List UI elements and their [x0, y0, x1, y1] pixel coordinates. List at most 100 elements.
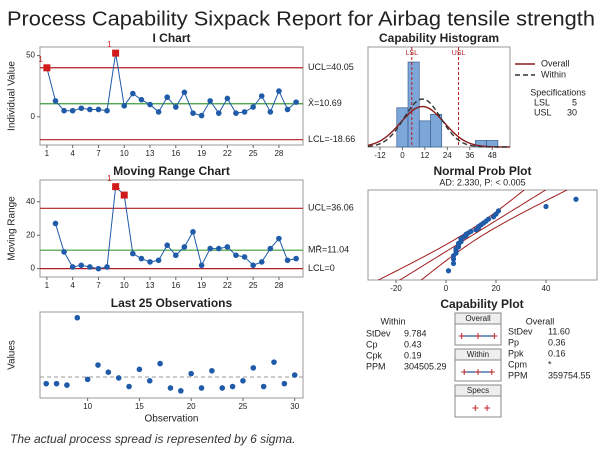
x-tick-label: -20	[390, 284, 402, 293]
data-point	[293, 99, 299, 105]
x-tick-label: 4	[70, 149, 75, 158]
data-point	[147, 101, 153, 108]
data-point	[271, 359, 277, 365]
x-tick-label: 36	[465, 151, 474, 160]
data-point	[250, 262, 256, 269]
control-limit-label: LCL=0	[308, 263, 335, 273]
stat-label: StDev	[508, 326, 533, 336]
data-point	[250, 104, 256, 110]
x-tick-label: 28	[274, 281, 283, 290]
data-point	[240, 378, 246, 384]
data-point	[95, 106, 102, 113]
box-title: Specs	[467, 386, 489, 395]
x-tick-label: 48	[488, 151, 497, 160]
data-point	[147, 259, 153, 265]
box-header	[454, 348, 502, 361]
flag-label: 1	[38, 55, 43, 64]
x-tick-label: 7	[96, 281, 101, 290]
stat-label: StDev	[366, 328, 391, 338]
flag-label: 1	[107, 174, 112, 183]
data-point	[267, 109, 274, 115]
data-point	[78, 105, 85, 112]
box-title: Within	[467, 350, 489, 359]
stat-value: 304505.29	[404, 361, 447, 371]
data-point	[155, 257, 162, 264]
x-tick-label: 16	[171, 281, 180, 290]
x-tick-label: 22	[223, 149, 232, 158]
data-point	[241, 254, 248, 260]
data-point	[284, 106, 291, 113]
x-tick-label: 28	[274, 149, 283, 158]
data-point	[224, 244, 231, 250]
data-point	[543, 203, 549, 210]
report-title: Process Capability Sixpack Report for Ai…	[7, 8, 595, 30]
chart-title: I Chart	[152, 31, 190, 45]
stat-value: *	[548, 359, 552, 369]
control-limit-label: X̄=10.69	[308, 98, 342, 108]
x-tick-label: 13	[146, 281, 155, 290]
x-tick-label: 25	[238, 402, 247, 411]
data-point	[215, 245, 222, 252]
histogram-bar	[418, 120, 431, 148]
stats-title: Within	[380, 316, 405, 326]
footnote: The actual process spread is represented…	[10, 432, 295, 446]
data-point	[188, 370, 194, 377]
data-point	[136, 366, 143, 373]
data-point	[229, 383, 236, 390]
flagged-point	[112, 49, 120, 57]
data-point	[258, 259, 265, 265]
x-tick-label: 22	[223, 281, 232, 290]
y-tick-label: 0	[31, 264, 36, 273]
chart-subtitle: AD: 2.330, P: < 0.005	[439, 177, 525, 187]
legend-label: Within	[541, 69, 566, 79]
data-point	[219, 385, 226, 391]
data-point	[445, 268, 452, 274]
marker-cross	[472, 405, 479, 411]
chart-title: Last 25 Observations	[111, 296, 233, 310]
chart-title: Capability Plot	[440, 297, 523, 311]
x-tick-label: 0	[400, 151, 405, 160]
stat-value: 9.784	[404, 328, 427, 338]
stat-value: 0.16	[548, 348, 566, 358]
data-point	[64, 382, 70, 388]
flag-label: 1	[107, 40, 112, 49]
data-point	[207, 245, 213, 252]
data-point	[276, 235, 282, 242]
box-title: Overall	[465, 314, 491, 323]
data-point	[276, 88, 282, 94]
x-tick-label: 20	[492, 284, 501, 293]
data-point	[241, 109, 248, 115]
histogram-bar	[396, 107, 409, 148]
data-point	[178, 388, 184, 394]
x-tick-label: 10	[83, 402, 92, 411]
data-point	[155, 109, 162, 115]
data-point	[164, 94, 171, 101]
x-tick-label: 12	[420, 151, 429, 160]
stat-label: Ppk	[508, 348, 524, 358]
flagged-point	[43, 64, 51, 72]
data-point	[233, 252, 239, 259]
data-point	[115, 375, 122, 381]
data-point	[138, 255, 145, 262]
chart-title: Capability Histogram	[379, 31, 499, 45]
x-tick-label: 4	[70, 281, 75, 290]
data-point	[61, 249, 67, 255]
legend-label: Overall	[541, 58, 570, 68]
spec-label: LSL	[406, 50, 419, 57]
data-point	[190, 110, 196, 116]
y-axis-label: Values	[7, 340, 18, 370]
x-tick-label: 15	[135, 402, 144, 411]
spec-name: USL	[534, 107, 552, 117]
data-point	[130, 250, 136, 257]
x-tick-label: 25	[249, 281, 258, 290]
marker-cross	[458, 333, 465, 339]
data-point	[198, 385, 205, 391]
data-point	[224, 95, 231, 102]
stat-label: Pp	[508, 337, 519, 347]
x-tick-label: -12	[374, 151, 386, 160]
x-tick-label: 19	[197, 149, 206, 158]
x-tick-label: 13	[146, 149, 155, 158]
data-point	[43, 380, 50, 387]
x-tick-label: 19	[197, 281, 206, 290]
